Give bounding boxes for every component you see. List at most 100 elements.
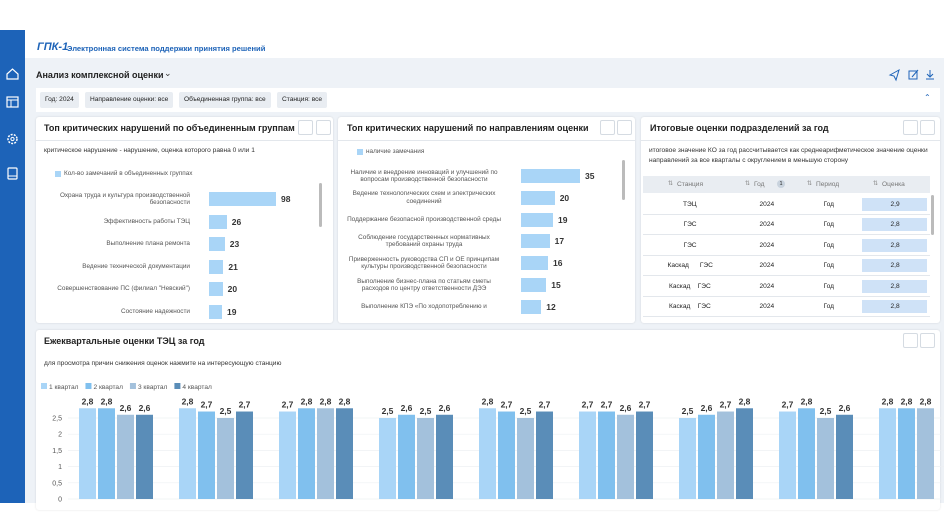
sort-icon: ⇅: [807, 181, 813, 187]
page-title[interactable]: Анализ комплексной оценки: [36, 70, 164, 80]
table-cell: ТЭЦ: [683, 201, 697, 208]
bar-value: 26: [231, 216, 242, 227]
legend-swatch: [55, 171, 61, 177]
bar: [521, 190, 555, 205]
sort-icon: ⇅: [873, 181, 879, 187]
category-label: Поддержание безопасной производственной …: [347, 215, 501, 223]
sidebar: [0, 30, 25, 503]
table-cell: 2,8: [890, 303, 900, 310]
sort-badge: 1: [777, 180, 785, 188]
table-cell: 2024: [759, 241, 775, 249]
filter-chip[interactable]: Объединенная группа: все: [179, 92, 271, 108]
score-cell: [862, 238, 927, 252]
table-cell: Год: [823, 282, 835, 290]
bar-value: 15: [551, 280, 561, 290]
panel-title: Топ критических нарушений по объединенны…: [44, 123, 295, 133]
category-label: Приверженность руководства СП и ОЕ принц…: [348, 255, 500, 271]
bar: [209, 304, 222, 319]
bar: [209, 237, 225, 251]
bar: [209, 282, 223, 296]
table-cell: 2024: [759, 262, 775, 270]
table-cell: 2,9: [890, 201, 900, 208]
category-label: Совершенствование ПС (филиал "Невский"): [57, 285, 190, 292]
bar-value: 98: [281, 194, 291, 204]
app-title: Электронная система поддержки принятия р…: [67, 44, 266, 53]
legend-swatch: [357, 149, 363, 155]
fullscreen-button[interactable]: [903, 333, 918, 348]
scrollbar[interactable]: [319, 183, 322, 227]
row-border: [643, 234, 930, 236]
filter-chip[interactable]: Станция: все: [277, 92, 328, 108]
bar-value: 21: [228, 261, 238, 272]
dropdown-arrow[interactable]: ⌄: [164, 68, 172, 78]
menu-button[interactable]: [920, 333, 935, 348]
logo: ГПК-1: [37, 41, 69, 53]
filter-chip[interactable]: Год: 2024: [40, 92, 79, 108]
panel-note: для просмотра причин снижения оценок наж…: [44, 360, 282, 367]
directions-panel: [338, 117, 635, 323]
panel-note: итоговое значение КО за год рассчитывает…: [649, 147, 928, 164]
bar: [209, 192, 276, 206]
collapse-arrow[interactable]: ⌃: [924, 93, 931, 102]
bar: [521, 212, 554, 227]
table-cell: 2024: [759, 303, 775, 310]
row-border: [643, 316, 930, 317]
bar-value: 35: [585, 171, 595, 181]
category-label: Охрана труда и культура производственной…: [59, 191, 190, 207]
bar-value: 16: [552, 258, 563, 269]
header-bar: [25, 30, 944, 58]
bar-value: 20: [227, 284, 238, 294]
fullscreen-button[interactable]: [600, 120, 615, 135]
table-cell: 2024: [759, 201, 775, 208]
panel-title: Итоговые оценки подразделений за год: [650, 123, 829, 133]
table-cell: 2,8: [890, 221, 900, 229]
sidebar-icons[interactable]: [0, 55, 25, 215]
bar-value: 20: [559, 192, 570, 203]
scrollbar[interactable]: [622, 160, 625, 200]
bar: [521, 234, 550, 249]
fullscreen-button[interactable]: [903, 120, 918, 135]
panel-title: Топ критических нарушений по направления…: [347, 123, 589, 133]
row-border: [643, 295, 930, 297]
sort-icon: ⇅: [745, 181, 751, 187]
legend-label: Кол-во замечаний в объединенных группах: [64, 170, 193, 177]
bar: [521, 169, 580, 183]
filter-chip[interactable]: Направление оценки: все: [85, 92, 174, 108]
table-cell: ГЭС: [683, 221, 697, 229]
divider: [36, 140, 333, 141]
table-cell: Год: [823, 262, 835, 270]
menu-button[interactable]: [617, 120, 632, 135]
divider: [338, 140, 635, 141]
score-cell: [862, 259, 927, 273]
bar: [209, 259, 224, 274]
toolbar-icons[interactable]: [886, 67, 944, 83]
table-cell: Каскад ГЭС: [669, 282, 711, 290]
fullscreen-button[interactable]: [298, 120, 313, 135]
menu-button[interactable]: [316, 120, 331, 135]
bar-value: 19: [226, 306, 237, 317]
table-cell: 2,8: [890, 262, 900, 270]
sort-icon: ⇅: [668, 181, 674, 187]
divider: [641, 140, 940, 141]
table-cell: 2,8: [890, 241, 900, 249]
bar: [521, 299, 542, 314]
bar: [209, 214, 227, 229]
bar-value: 17: [554, 236, 565, 247]
score-cell: [862, 218, 927, 232]
table-cell: Год: [823, 303, 835, 310]
category-label: Выполнение плана ремонта: [106, 240, 190, 247]
table-cell: ГЭС: [683, 241, 697, 249]
column-header: Станция: [677, 181, 704, 188]
score-cell: [862, 300, 927, 313]
row-border: [643, 275, 930, 277]
table-header: [643, 176, 930, 193]
panel-title: Ежеквартальные оценки ТЭЦ за год: [44, 336, 205, 346]
scrollbar[interactable]: [931, 195, 934, 235]
category-label: Ведение технической документации: [82, 262, 190, 270]
column-header: Год: [754, 181, 765, 188]
column-header: Период: [816, 181, 840, 188]
column-header: Оценка: [882, 181, 905, 188]
menu-button[interactable]: [920, 120, 935, 135]
category-label: Выполнение бизнес-плана по статьям сметы…: [357, 277, 491, 293]
table-cell: Год: [823, 241, 835, 249]
